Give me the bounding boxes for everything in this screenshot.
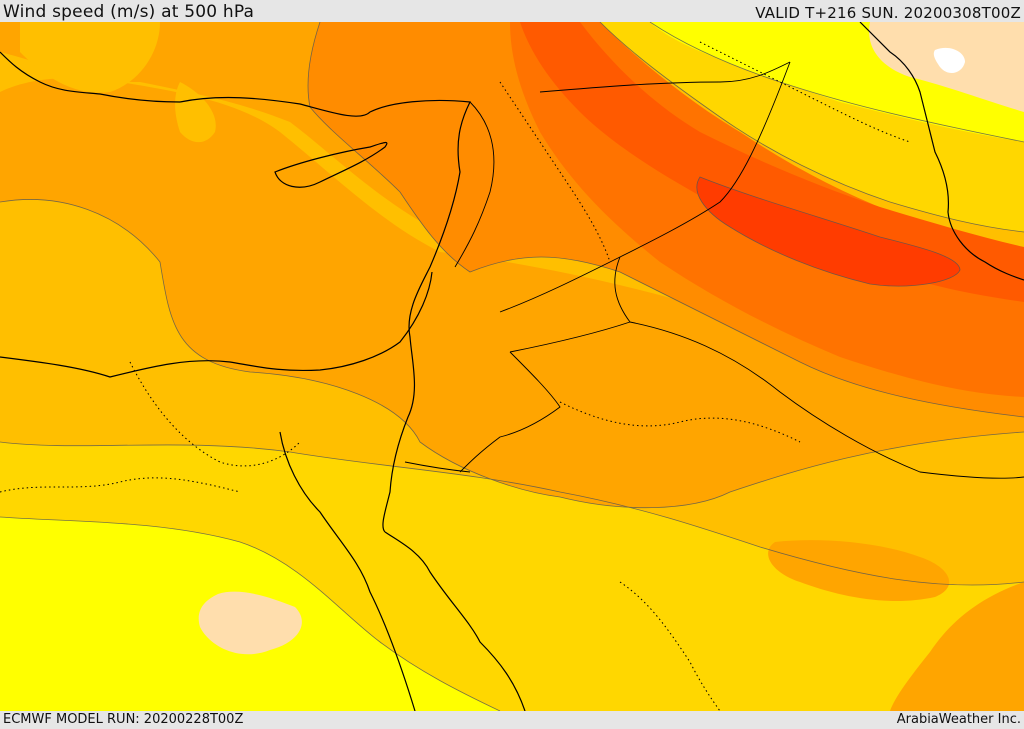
caspian-coast [859,22,1024,281]
border-dotted-4 [619,581,721,711]
map-title: Wind speed (m/s) at 500 hPa [3,2,255,22]
border-solid-6 [454,101,495,268]
border-solid-2 [509,321,1024,479]
wind-speed-map [0,22,1024,711]
band-central-orange [0,77,1024,508]
band-jet-core [520,22,1024,302]
band-southeast-orange [768,540,950,602]
coastline-cyprus [274,141,388,188]
contour-line-7 [696,176,961,287]
border-solid-4 [459,351,561,473]
header-bar: Wind speed (m/s) at 500 hPa VALID T+216 … [0,0,1024,22]
contour-line-6 [307,22,1024,418]
border-solid-7 [539,61,791,93]
contour-line-1 [0,199,1024,509]
band-jet-max [696,177,960,287]
border-dotted-2 [499,81,611,263]
contour-line-2 [0,441,1024,586]
border-dotted-5 [0,477,241,493]
coastline-mediterranean-south [0,271,433,378]
band-northwest-light [20,22,160,93]
coastline-red-sea-west [279,431,416,711]
band-aegean-light [175,82,216,143]
band-peach-south [198,591,302,655]
border-dotted-6 [699,41,911,143]
water-gap [933,47,965,74]
coastline-north [179,96,471,533]
contour-line-4 [599,22,1024,233]
contour-line-5 [649,22,1024,143]
valid-time-label: VALID T+216 SUN. 20200308T00Z [755,4,1021,22]
border-solid-1 [499,61,791,313]
credit-label: ArabiaWeather Inc. [896,712,1021,727]
contour-line-3 [0,516,501,711]
border-solid-3 [614,256,631,323]
footer-bar: ECMWF MODEL RUN: 20200228T00Z ArabiaWeat… [0,711,1024,729]
band-southeast-corner [890,582,1024,711]
coastline-red-sea-east [384,531,526,711]
model-run-label: ECMWF MODEL RUN: 20200228T00Z [3,712,244,727]
coastline-turkey-west [0,51,181,103]
border-solid-5 [404,461,471,473]
